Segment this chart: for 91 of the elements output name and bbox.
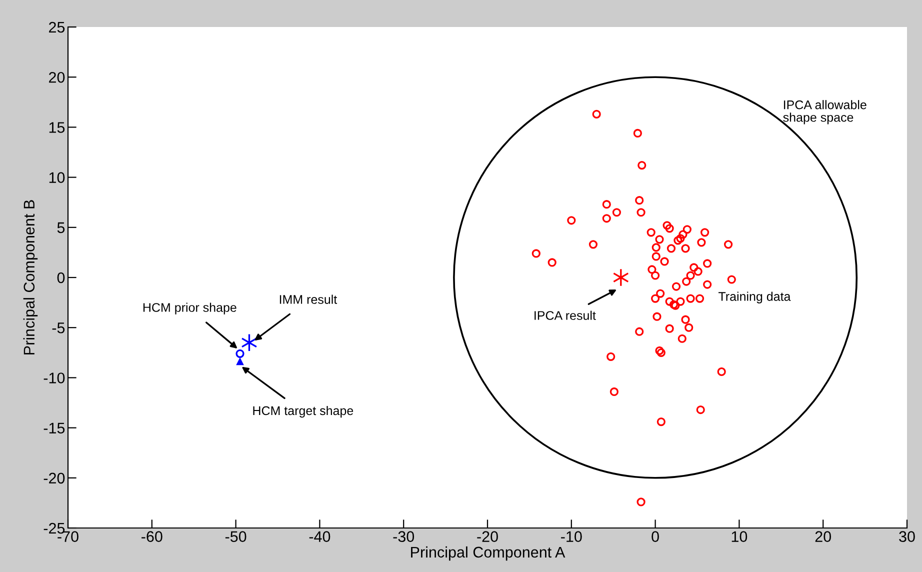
annotation: IPCA allowable shape space [783, 100, 866, 124]
point [681, 315, 690, 324]
point [612, 208, 622, 217]
point [656, 348, 666, 357]
point [671, 301, 680, 310]
point [703, 280, 712, 289]
point [602, 200, 611, 209]
x-tick-label: -50 [225, 531, 246, 542]
x-tick-label: 0 [652, 531, 659, 542]
annotation: Training data [718, 292, 791, 304]
point [655, 235, 664, 244]
point [236, 349, 244, 358]
y-tick-label: 5 [57, 222, 65, 234]
y-tick-label: 20 [49, 72, 65, 83]
point [612, 268, 629, 287]
point [602, 214, 611, 223]
y-tick-label: -5 [52, 322, 65, 334]
x-tick-label: 20 [815, 531, 831, 542]
point [652, 243, 660, 252]
point [665, 324, 674, 333]
x-tick-label: -20 [477, 531, 498, 542]
y-tick-label: 25 [49, 22, 65, 33]
point [660, 257, 669, 266]
x-tick-label: -30 [393, 531, 414, 542]
annotation: HCM prior shape [143, 302, 236, 314]
point [548, 258, 556, 267]
point [656, 289, 665, 298]
point [681, 244, 690, 253]
point [635, 327, 644, 336]
point [727, 275, 736, 284]
point [697, 238, 706, 247]
point [669, 300, 678, 309]
point [682, 225, 692, 234]
point [700, 228, 710, 237]
point [686, 271, 695, 280]
y-tick-label: 10 [49, 172, 65, 183]
point [610, 387, 618, 396]
x-tick-label: 10 [732, 531, 748, 542]
y-tick-label: -10 [44, 372, 65, 384]
point [650, 271, 660, 280]
point [674, 236, 682, 245]
x-tick-label: -60 [142, 531, 162, 542]
point [686, 294, 695, 303]
y-tick-label: 0 [57, 272, 65, 284]
point [567, 216, 576, 225]
point [684, 323, 694, 332]
point [652, 312, 662, 321]
point [606, 352, 616, 361]
y-tick-label: 15 [49, 122, 65, 133]
point [676, 234, 685, 243]
point [638, 160, 646, 170]
point [666, 244, 676, 253]
x-tick-label: 30 [899, 531, 915, 542]
point [652, 252, 660, 261]
point [650, 294, 660, 303]
point [588, 240, 598, 249]
point [678, 230, 688, 239]
point [665, 224, 674, 233]
point [695, 294, 704, 303]
point [648, 265, 656, 274]
x-axis-title: Principal Component A [411, 546, 566, 561]
point [717, 367, 726, 376]
point [532, 249, 540, 258]
point [678, 334, 686, 343]
point [694, 267, 702, 276]
point [662, 221, 672, 230]
point [676, 297, 685, 306]
point [656, 417, 666, 426]
point [703, 259, 712, 268]
annotation: IMM result [280, 294, 338, 304]
point [672, 282, 681, 291]
x-tick-label: -10 [561, 531, 582, 542]
point [655, 346, 664, 355]
y-tick-label: -20 [44, 472, 65, 484]
point [724, 240, 733, 249]
point [633, 128, 642, 138]
x-tick-label: -40 [309, 531, 330, 542]
point [636, 208, 646, 217]
point [236, 358, 244, 366]
point [646, 228, 656, 237]
point [690, 263, 698, 272]
y-axis-title: Principal Component B [23, 200, 38, 354]
annotation: IPCA result [534, 310, 596, 320]
point [635, 196, 644, 205]
point [592, 110, 601, 118]
point [682, 277, 691, 286]
point [696, 405, 705, 414]
annotation: HCM target shape [253, 406, 354, 418]
point [665, 297, 674, 306]
point [636, 498, 646, 506]
y-tick-label: -15 [44, 422, 65, 434]
